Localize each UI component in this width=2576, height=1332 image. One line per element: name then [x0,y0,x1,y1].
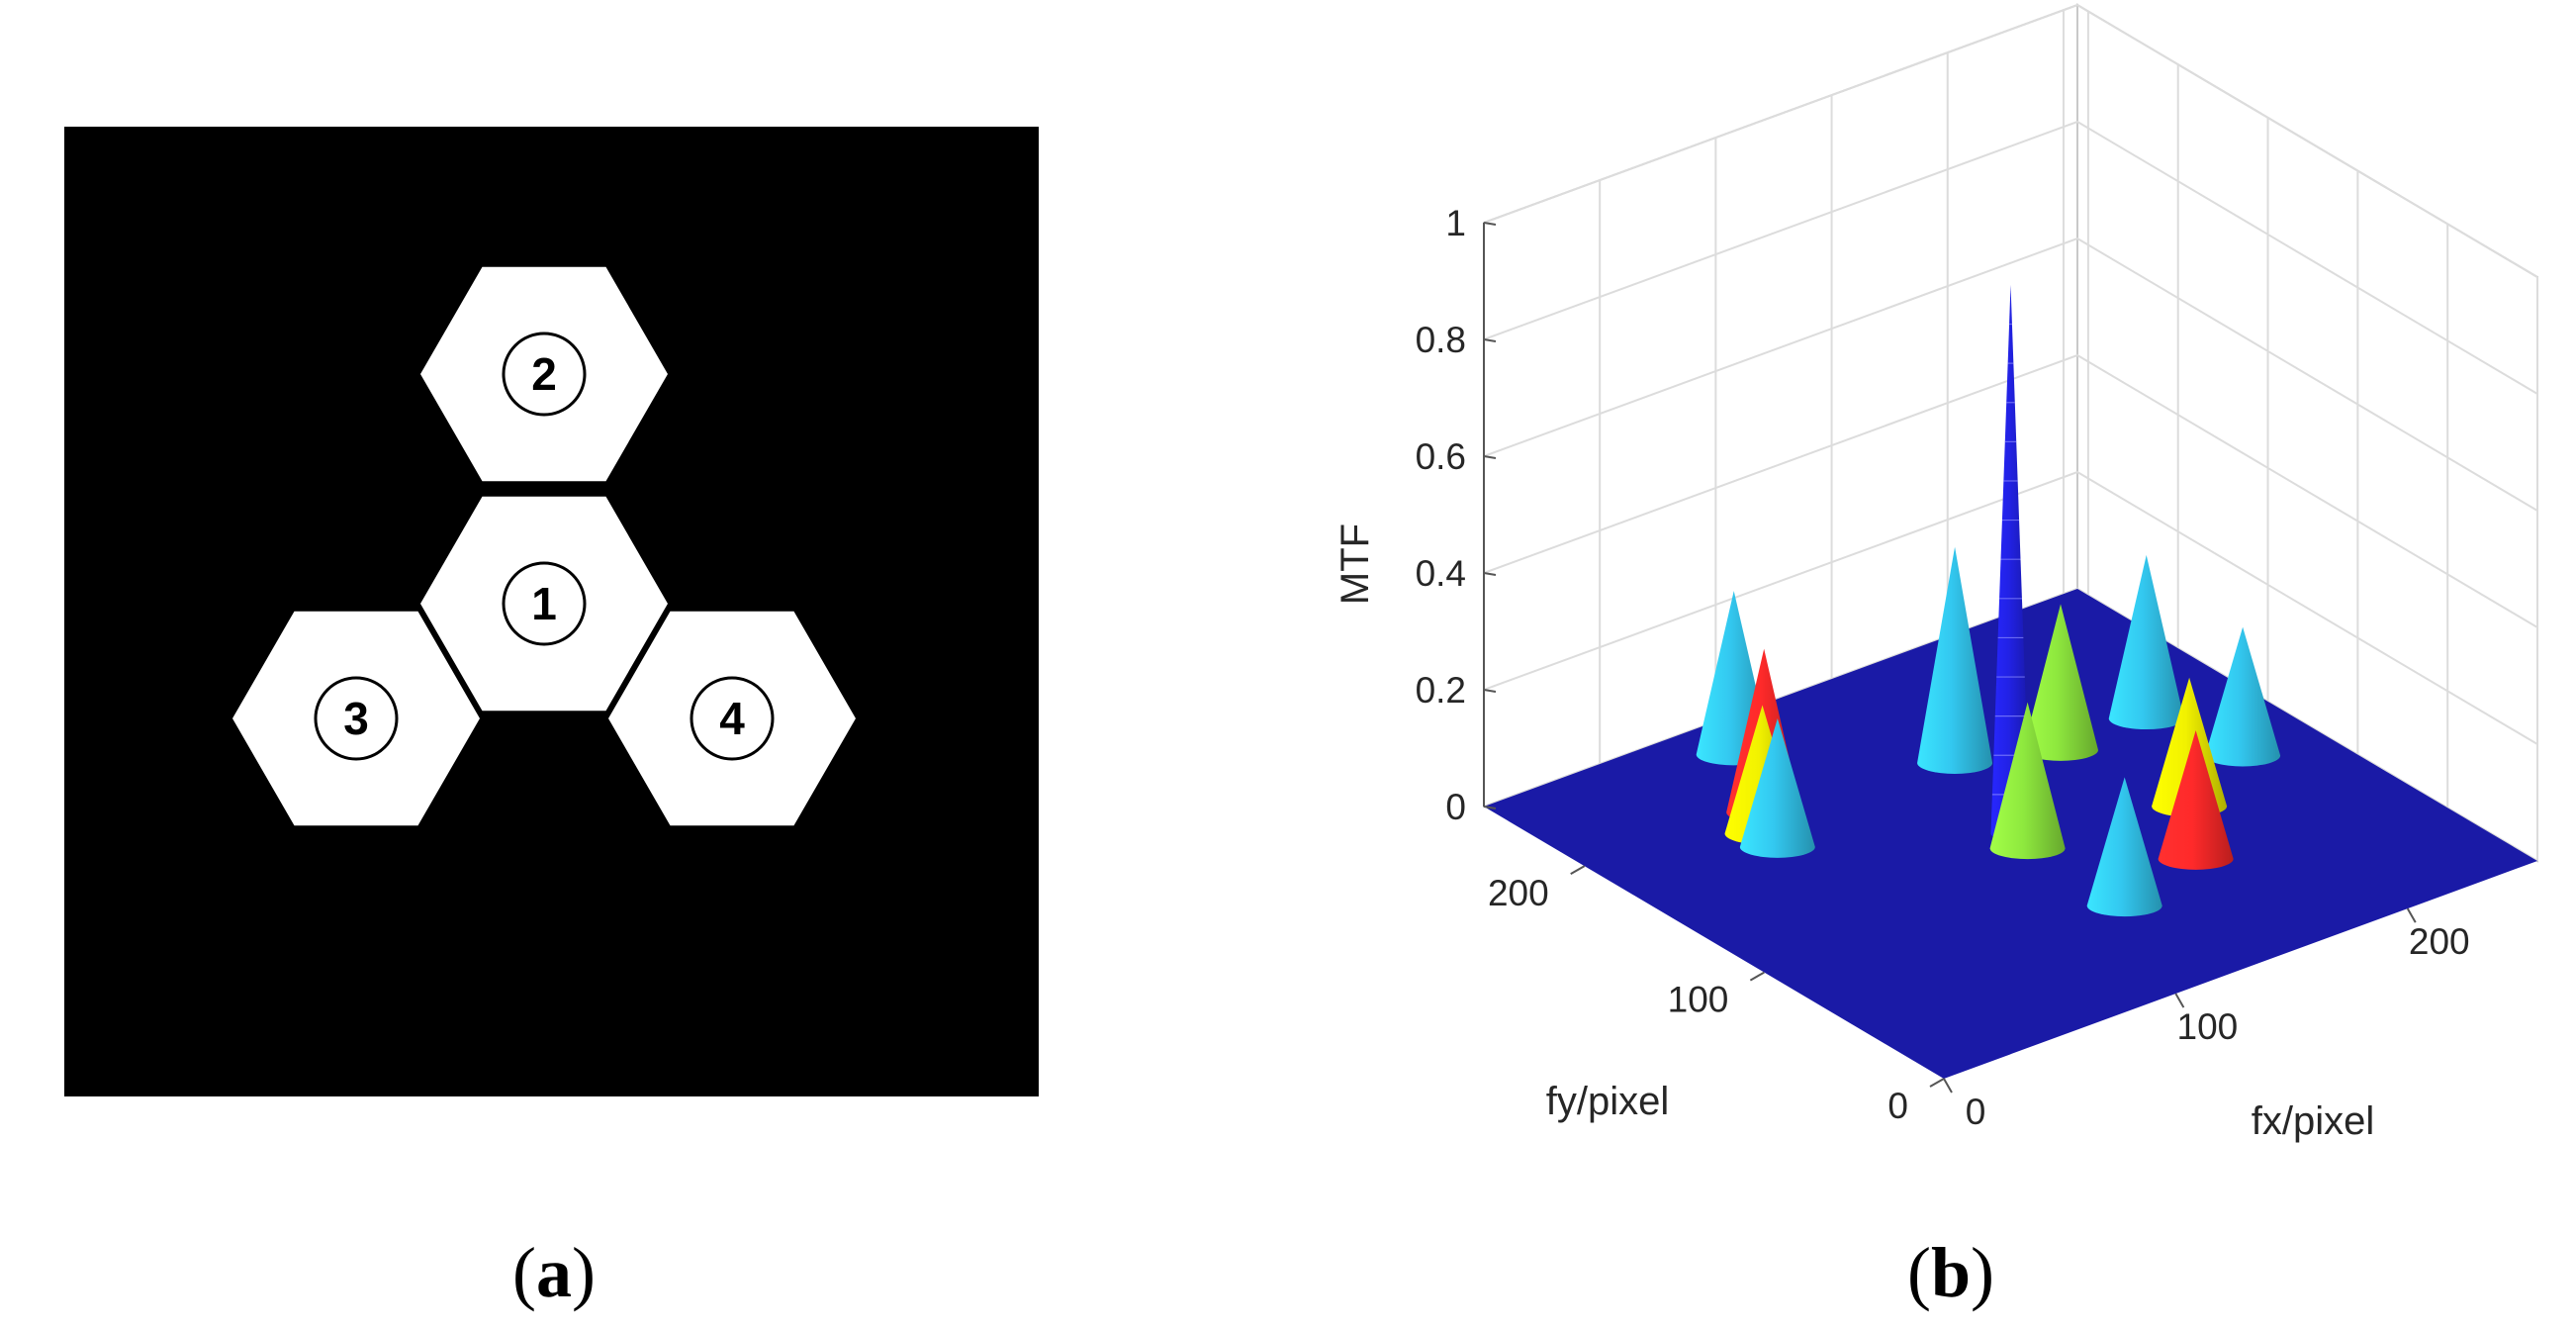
axes-grid [1483,3,2538,863]
cone-surface [2108,554,2184,730]
mtf-peak [1917,546,1993,774]
cone-surface [1739,718,1815,858]
sub-aperture-4: 4 [608,611,856,826]
fx-tick-mark [1943,1078,1953,1094]
z-gridline [1483,237,2538,512]
cone-surface [2158,730,2234,870]
caption-a: (a) [512,1233,596,1312]
sub-aperture-number: 3 [343,693,369,744]
z-tick-mark [1483,222,1497,226]
cone-surface [1990,284,2031,840]
label-circle [314,676,399,761]
mtf-peak [1990,284,2031,840]
mtf-peak [2023,604,2099,761]
fx-tick-label: 200 [2409,921,2470,962]
sub-aperture-3: 3 [232,611,480,826]
fy-tick-mark [1570,865,1586,876]
sub-aperture-1: 1 [420,496,668,712]
caption-b: (b) [1907,1233,1994,1312]
mtf-peak [2086,777,2162,917]
hexagon [420,496,668,712]
hexagon-apertures: 1 2 3 4 [232,266,856,826]
mtf-peaks [1696,284,2281,917]
z-gridline [1483,120,2538,395]
panel-a-aperture-mask: 1 2 3 4 [64,127,1039,1096]
fy-tick-label: 200 [1488,873,1549,913]
cone-surface [2023,604,2099,761]
mtf-peak [1989,702,2066,860]
z-axis-label: MTF [1334,523,1377,605]
hexagon [420,266,668,482]
axis-ticks: 0 0.2 0.4 0.6 0.8 1 0 100 200 0 100 200 [1416,203,2470,1132]
fy-tick-label: 0 [1887,1086,1908,1126]
z-tick-label: 0.2 [1416,670,1466,711]
fy-tick-mark [1929,1078,1945,1088]
mtf-peak [2205,626,2281,767]
cone-surface [1989,702,2066,860]
sub-aperture-number: 1 [531,578,557,629]
z-tick-label: 0 [1445,787,1466,827]
y-axis-label: fy/pixel [1546,1080,1670,1123]
label-circle [690,676,775,761]
fy-tick-mark [1749,971,1765,982]
mtf-peak [1739,718,1815,858]
cone-surface [1917,546,1993,774]
hexagon [232,611,480,826]
mtf-peak [2108,554,2184,730]
sub-aperture-number: 2 [531,348,557,400]
hexagon [608,611,856,826]
cone-surface [2205,626,2281,767]
z-tick-mark [1483,572,1497,576]
z-gridline [1483,3,2538,278]
z-tick-label: 0.6 [1416,436,1466,477]
cone-surface [2086,777,2162,917]
mtf-peak [2158,730,2234,870]
fx-tick-label: 0 [1966,1092,1986,1132]
z-gridline [1483,470,2538,745]
sub-aperture-2: 2 [420,266,668,482]
z-tick-mark [1483,338,1497,342]
z-tick-label: 0.4 [1416,553,1466,594]
z-tick-label: 0.8 [1416,320,1466,360]
z-tick-mark [1483,455,1497,459]
sub-aperture-number: 4 [719,693,745,744]
label-circle [502,332,587,417]
fy-tick-label: 100 [1668,980,1729,1020]
z-tick-mark [1483,689,1497,693]
fx-tick-label: 100 [2177,1006,2239,1047]
label-circle [502,561,587,646]
z-tick-mark [1483,806,1497,809]
z-gridline [1483,353,2538,628]
fx-tick-mark [2174,993,2185,1008]
x-axis-label: fx/pixel [2252,1099,2375,1143]
fx-tick-mark [2406,907,2417,923]
panel-b-mtf-surface: 0 0.2 0.4 0.6 0.8 1 0 100 200 0 100 200 MTF fy/pixe… [1334,3,2538,1143]
z-tick-label: 1 [1445,203,1466,243]
